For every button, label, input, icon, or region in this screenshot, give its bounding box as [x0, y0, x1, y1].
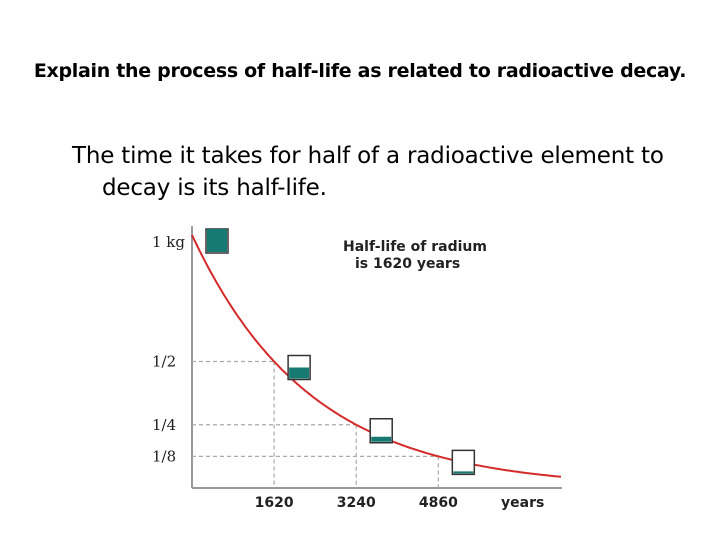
y-tick-label: 1/8: [152, 447, 176, 465]
x-tick-label: 3240: [337, 495, 376, 511]
y-tick-label: 1/4: [152, 416, 176, 434]
y-tick-label: 1/2: [152, 353, 176, 371]
sample-box-fill: [289, 367, 310, 379]
half-life-guides: [192, 360, 439, 488]
y-tick-label: 1 kg: [152, 233, 185, 251]
sample-box: [451, 449, 476, 476]
sample-box-outline: [451, 449, 476, 476]
x-tick-labels: 1620 3240 4860: [255, 495, 458, 511]
sample-box: [369, 418, 393, 444]
sample-box-fill: [371, 436, 392, 442]
chart-axes: [191, 226, 562, 489]
x-axis-label: years: [501, 495, 544, 511]
remaining-sample-boxes: [205, 228, 476, 476]
y-tick-labels: 1 kg 1/2 1/4 1/8: [152, 233, 185, 465]
question-heading: Explain the process of half-life as rela…: [33, 60, 687, 82]
answer-text: The time it takes for half of a radioact…: [72, 143, 664, 201]
annotation-line-2: is 1620 years: [355, 256, 460, 272]
sample-box: [287, 354, 311, 381]
sample-box-fill: [453, 471, 474, 474]
annotation-line-1: Half-life of radium: [343, 239, 487, 255]
x-tick-label: 4860: [419, 495, 458, 511]
x-tick-label: 1620: [255, 495, 294, 511]
sample-box: [205, 228, 229, 254]
sample-box-fill: [207, 229, 227, 252]
